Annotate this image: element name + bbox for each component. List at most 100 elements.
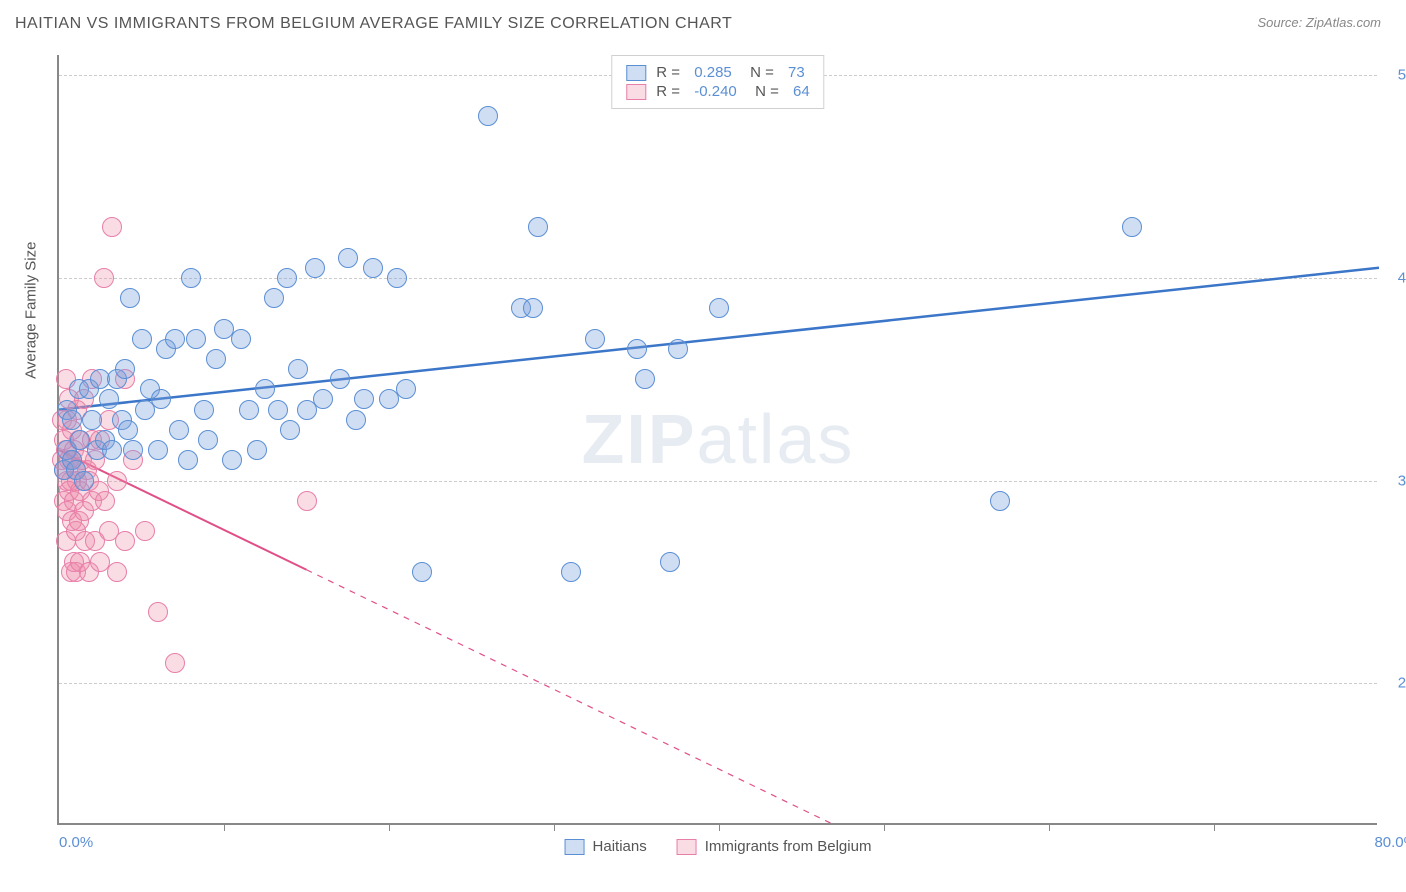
scatter-point-haitians [346, 410, 366, 430]
x-tick [719, 823, 720, 831]
scatter-point-haitians [528, 217, 548, 237]
scatter-point-haitians [363, 258, 383, 278]
scatter-point-haitians [151, 389, 171, 409]
scatter-point-haitians [82, 410, 102, 430]
scatter-point-haitians [288, 359, 308, 379]
scatter-point-haitians [165, 329, 185, 349]
watermark-bold: ZIP [582, 400, 697, 478]
stats-row-haitians: R = 0.285 N = 73 [626, 64, 809, 81]
legend-label-belgium: Immigrants from Belgium [705, 838, 872, 855]
scatter-point-haitians [206, 349, 226, 369]
scatter-point-haitians [169, 420, 189, 440]
scatter-point-haitians [222, 450, 242, 470]
grid-line [59, 278, 1377, 279]
scatter-point-haitians [627, 339, 647, 359]
scatter-point-haitians [181, 268, 201, 288]
scatter-point-haitians [305, 258, 325, 278]
scatter-point-haitians [585, 329, 605, 349]
scatter-point-haitians [115, 359, 135, 379]
scatter-point-belgium [115, 531, 135, 551]
scatter-point-haitians [313, 389, 333, 409]
n-label: N = [742, 64, 778, 81]
stats-legend: R = 0.285 N = 73 R = -0.240 N = 64 [611, 55, 824, 109]
x-tick [554, 823, 555, 831]
y-tick-label: 3.00 [1382, 472, 1406, 489]
scatter-point-haitians [198, 430, 218, 450]
y-tick-label: 2.00 [1382, 675, 1406, 692]
watermark: ZIPatlas [582, 399, 855, 479]
grid-line [59, 481, 1377, 482]
scatter-point-haitians [74, 471, 94, 491]
scatter-point-haitians [1122, 217, 1142, 237]
scatter-point-haitians [523, 298, 543, 318]
scatter-point-haitians [635, 369, 655, 389]
y-axis-label: Average Family Size [23, 242, 40, 379]
scatter-point-belgium [107, 562, 127, 582]
scatter-point-haitians [412, 562, 432, 582]
chart-container: HAITIAN VS IMMIGRANTS FROM BELGIUM AVERA… [15, 15, 1391, 877]
x-tick [224, 823, 225, 831]
n-value-belgium: 64 [793, 83, 810, 100]
scatter-point-haitians [118, 420, 138, 440]
n-label: N = [747, 83, 783, 100]
scatter-point-belgium [94, 268, 114, 288]
scatter-point-haitians [255, 379, 275, 399]
scatter-point-haitians [239, 400, 259, 420]
scatter-point-belgium [107, 471, 127, 491]
source-attribution: Source: ZipAtlas.com [1257, 15, 1381, 30]
scatter-point-haitians [123, 440, 143, 460]
swatch-belgium [626, 84, 646, 100]
stats-row-belgium: R = -0.240 N = 64 [626, 83, 809, 100]
x-axis-max-label: 80.0% [1374, 834, 1406, 851]
scatter-point-haitians [194, 400, 214, 420]
scatter-point-haitians [709, 298, 729, 318]
scatter-point-haitians [354, 389, 374, 409]
watermark-rest: atlas [697, 400, 855, 478]
scatter-point-haitians [660, 552, 680, 572]
grid-line [59, 683, 1377, 684]
x-tick [1214, 823, 1215, 831]
scatter-point-haitians [268, 400, 288, 420]
scatter-point-haitians [990, 491, 1010, 511]
n-value-haitians: 73 [788, 64, 805, 81]
scatter-point-haitians [102, 440, 122, 460]
scatter-point-haitians [561, 562, 581, 582]
scatter-point-haitians [231, 329, 251, 349]
scatter-point-belgium [95, 491, 115, 511]
scatter-point-haitians [132, 329, 152, 349]
x-tick [884, 823, 885, 831]
x-tick [389, 823, 390, 831]
scatter-point-belgium [102, 217, 122, 237]
scatter-point-haitians [178, 450, 198, 470]
scatter-point-haitians [148, 440, 168, 460]
y-tick-label: 5.00 [1382, 67, 1406, 84]
x-axis-min-label: 0.0% [59, 834, 93, 851]
scatter-point-belgium [135, 521, 155, 541]
scatter-point-haitians [330, 369, 350, 389]
r-label: R = [656, 64, 684, 81]
scatter-point-haitians [247, 440, 267, 460]
scatter-point-belgium [297, 491, 317, 511]
scatter-point-haitians [396, 379, 416, 399]
scatter-point-haitians [280, 420, 300, 440]
x-tick [1049, 823, 1050, 831]
scatter-point-haitians [264, 288, 284, 308]
r-label: R = [656, 83, 684, 100]
scatter-point-belgium [148, 602, 168, 622]
scatter-point-haitians [668, 339, 688, 359]
chart-title: HAITIAN VS IMMIGRANTS FROM BELGIUM AVERA… [15, 15, 1391, 33]
y-tick-label: 4.00 [1382, 269, 1406, 286]
swatch-haitians [626, 65, 646, 81]
scatter-point-haitians [99, 389, 119, 409]
legend-item-belgium: Immigrants from Belgium [677, 838, 872, 855]
legend-label-haitians: Haitians [593, 838, 647, 855]
scatter-point-haitians [120, 288, 140, 308]
legend-swatch-haitians [565, 839, 585, 855]
scatter-point-haitians [277, 268, 297, 288]
scatter-point-haitians [62, 410, 82, 430]
scatter-point-haitians [186, 329, 206, 349]
scatter-point-belgium [165, 653, 185, 673]
trend-line-dashed-belgium [307, 570, 835, 825]
scatter-point-haitians [387, 268, 407, 288]
legend-swatch-belgium [677, 839, 697, 855]
